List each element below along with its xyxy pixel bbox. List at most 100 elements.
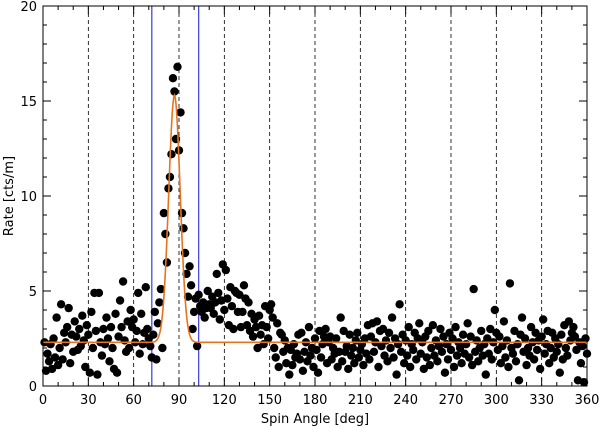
data-point — [348, 343, 357, 353]
data-point — [415, 319, 424, 328]
data-point — [419, 364, 428, 374]
data-point — [203, 286, 212, 296]
data-point — [457, 359, 466, 368]
data-point — [437, 347, 447, 356]
data-point — [461, 340, 471, 349]
x-tick-label: 180 — [303, 393, 328, 408]
data-point — [84, 330, 93, 339]
data-point — [263, 334, 273, 343]
data-point — [209, 309, 218, 318]
data-point — [114, 332, 123, 341]
data-point — [115, 296, 125, 305]
data-point — [353, 328, 362, 337]
data-point — [44, 357, 54, 366]
data-point — [118, 277, 128, 286]
data-point — [464, 353, 474, 362]
data-point — [483, 334, 492, 343]
data-point — [43, 349, 52, 358]
data-point — [474, 357, 483, 366]
data-point — [372, 317, 382, 326]
data-point — [386, 343, 395, 353]
data-point — [448, 334, 457, 343]
data-point — [535, 364, 545, 374]
data-point — [440, 368, 450, 377]
data-point — [168, 74, 178, 83]
data-point — [186, 281, 196, 290]
x-tick-label: 0 — [39, 393, 47, 408]
data-point — [416, 349, 425, 358]
data-point — [53, 360, 63, 370]
axis-ticks — [42, 5, 588, 387]
data-point — [316, 353, 326, 362]
data-point — [490, 305, 500, 315]
x-axis-title: Spin Angle [deg] — [261, 412, 369, 427]
x-tick-label: 270 — [439, 393, 464, 408]
data-point — [297, 328, 306, 337]
data-point — [248, 332, 258, 341]
data-point — [88, 343, 98, 353]
data-point — [466, 332, 475, 341]
data-point — [336, 313, 345, 322]
data-point — [112, 368, 122, 377]
data-point — [221, 265, 231, 275]
data-point — [215, 315, 224, 324]
data-point — [406, 362, 415, 372]
data-point — [486, 324, 495, 334]
data-point — [554, 340, 563, 349]
data-point — [50, 353, 60, 362]
fit-curve-group — [43, 92, 587, 344]
data-point — [498, 341, 507, 351]
data-point — [564, 317, 574, 326]
data-point — [436, 324, 445, 334]
data-point — [395, 300, 404, 309]
data-point — [514, 376, 524, 385]
data-point — [557, 330, 566, 339]
data-point — [200, 313, 209, 322]
data-point — [102, 313, 111, 322]
data-point — [350, 359, 359, 368]
data-point — [581, 334, 590, 343]
data-point — [502, 336, 512, 345]
data-point — [120, 336, 129, 345]
data-point — [338, 357, 347, 366]
data-point — [52, 313, 61, 322]
data-point — [72, 332, 81, 341]
data-point — [511, 357, 521, 366]
data-point — [235, 290, 244, 299]
data-point — [266, 300, 276, 309]
data-point — [78, 311, 87, 320]
data-point — [156, 284, 166, 294]
vertical-markers — [151, 6, 200, 386]
data-point — [212, 269, 221, 279]
data-point — [422, 353, 432, 362]
data-point — [428, 321, 438, 330]
data-point — [111, 309, 120, 318]
grid-lines — [87, 6, 543, 386]
data-point — [402, 351, 412, 360]
data-point — [331, 334, 341, 343]
data-point — [333, 362, 342, 372]
data-point — [513, 340, 522, 349]
data-point — [256, 330, 265, 339]
data-point — [179, 224, 188, 233]
data-point — [510, 326, 519, 336]
data-point — [289, 340, 299, 349]
data-point — [108, 343, 117, 353]
data-point — [508, 349, 518, 358]
data-point — [526, 322, 536, 332]
data-point — [393, 340, 403, 349]
data-point — [99, 324, 108, 334]
x-tick-label: 240 — [393, 393, 418, 408]
data-point — [268, 313, 277, 322]
data-point — [579, 378, 589, 387]
data-point — [532, 345, 542, 355]
data-point — [540, 349, 549, 358]
data-point — [481, 370, 490, 379]
data-point — [155, 298, 164, 307]
data-point — [93, 370, 102, 379]
data-point — [572, 345, 581, 355]
data-point — [105, 357, 114, 366]
data-point — [177, 208, 187, 218]
x-tick-label: 90 — [171, 393, 188, 408]
data-point — [146, 341, 155, 351]
